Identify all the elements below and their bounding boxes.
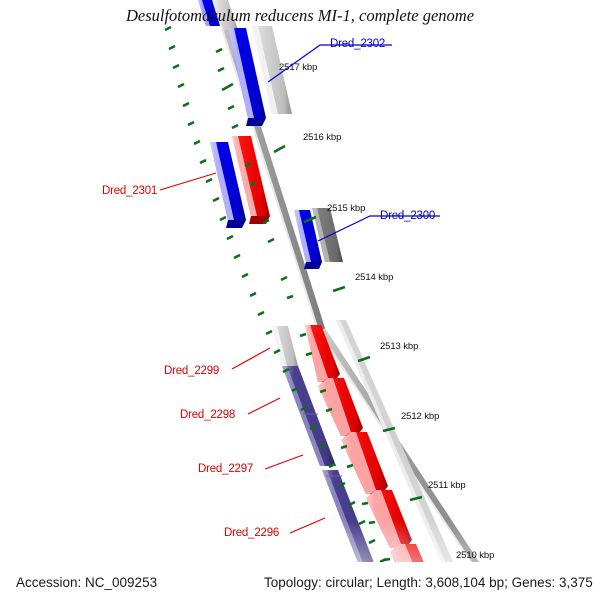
minor-tick-4: [244, 161, 252, 168]
major-tick-3: [332, 285, 346, 293]
inner-tick-13: [241, 272, 249, 279]
genome-summary-label: Topology: circular; Length: 3,608,104 bp…: [264, 575, 593, 590]
status-bar-background: [0, 562, 600, 600]
major-tick-5: [382, 426, 396, 433]
inner-tick-7: [199, 158, 207, 165]
gene-label-dred-2296[interactable]: Dred_2296: [224, 527, 279, 539]
inner-tick-1: [168, 44, 176, 51]
major-tick-4: [357, 355, 371, 363]
axis-tick-label: 2510 kbp: [456, 550, 494, 561]
minor-tick-8: [280, 275, 288, 282]
axis-tick-label: 2517 kbp: [279, 62, 317, 73]
feature-dred-2299[interactable]: [272, 326, 298, 366]
gene-label-dred-2301[interactable]: Dred_2301: [102, 185, 157, 197]
minor-tick-10: [299, 332, 307, 338]
inner-tick-11: [226, 234, 234, 241]
feature-track[interactable]: [198, 0, 470, 600]
gene-label-dred-2297[interactable]: Dred_2297: [198, 463, 253, 475]
inner-tick-0: [164, 25, 172, 32]
leader-line-dred-2296: [289, 517, 326, 534]
axis-tick-label: 2516 kbp: [303, 132, 341, 143]
minor-tick-9: [286, 294, 294, 300]
minor-tick-11: [305, 351, 313, 357]
minor-tick-7: [267, 237, 275, 244]
axis-tick-label: 2515 kbp: [327, 203, 365, 214]
major-tick-2: [303, 215, 317, 224]
inner-tick-24: [338, 481, 346, 488]
gene-leader-group: [159, 44, 440, 534]
leader-line-dred-2301: [159, 172, 217, 191]
feature-dred-2300-companion[interactable]: [312, 208, 343, 262]
inner-tick-19: [291, 386, 299, 393]
feature-dred-2298-cds[interactable]: [318, 378, 363, 436]
inner-tick-26: [358, 519, 366, 526]
inner-tick-27: [368, 538, 376, 545]
tick-label-group: 2517 kbp 2516 kbp 2515 kbp 2514 kbp 2513 kbp…: [279, 62, 494, 561]
inner-tick-20: [300, 405, 308, 412]
inner-tick-28: [379, 557, 387, 564]
major-tick-6: [409, 495, 423, 502]
backbone-highlight-upper: [212, 0, 319, 331]
major-tick-0: [221, 82, 234, 92]
accession-label: Accession: NC_009253: [16, 575, 157, 590]
major-tick-1: [273, 144, 286, 154]
minor-tick-12: [319, 388, 327, 394]
feature-dred-2302-companion[interactable]: [252, 26, 292, 114]
leader-line-dred-2298: [247, 397, 281, 415]
feature-dred-2301[interactable]: [210, 142, 246, 228]
feature-dred-2302[interactable]: [228, 28, 266, 126]
minor-tick-1: [217, 66, 225, 73]
inner-tick-14: [249, 291, 257, 298]
minor-tick-16: [361, 501, 369, 506]
leader-line-dred-2302: [267, 44, 392, 83]
axis-tick-label: 2513 kbp: [380, 341, 418, 352]
inner-tick-4: [182, 101, 190, 108]
minor-tick-0: [215, 47, 223, 54]
inner-tick-23: [328, 462, 336, 469]
gene-label-dred-2299[interactable]: Dred_2299: [164, 365, 219, 377]
gene-label-group[interactable]: Dred_2302 Dred_2301 Dred_2300 Dred_2299 Dred…: [102, 38, 435, 539]
inner-tick-16: [265, 329, 273, 336]
inner-tick-3: [177, 82, 185, 89]
feature-dred-2299-cds[interactable]: [305, 325, 340, 382]
axis-tick-label: 2514 kbp: [355, 272, 393, 283]
inner-tick-8: [205, 177, 213, 184]
inner-tick-18: [282, 367, 290, 374]
leader-line-dred-2297: [264, 454, 304, 470]
inner-tick-5: [187, 120, 195, 127]
minor-tick-15: [346, 463, 354, 469]
inner-tick-12: [233, 253, 241, 260]
feature-top-partial[interactable]: [198, 0, 220, 26]
inner-tick-10: [219, 215, 227, 222]
feature-top-partial-grey[interactable]: [214, 0, 238, 30]
gene-label-dred-2300[interactable]: Dred_2300: [380, 210, 435, 222]
inner-tick-15: [257, 310, 265, 317]
inner-tick-17: [273, 348, 281, 355]
inner-tick-25: [348, 500, 356, 507]
page-title: Desulfotomaculum reducens MI-1, complete…: [125, 6, 474, 25]
inner-tick-21: [309, 424, 317, 431]
gene-label-dred-2298[interactable]: Dred_2298: [180, 409, 235, 421]
feature-dred-2297-cds[interactable]: [341, 432, 388, 494]
gene-label-dred-2302[interactable]: Dred_2302: [330, 38, 385, 50]
minor-tick-5: [249, 180, 257, 187]
minor-tick-14: [340, 444, 348, 450]
minor-tick-2: [227, 104, 235, 111]
inner-tick-2: [172, 63, 180, 70]
minor-tick-13: [325, 407, 333, 413]
inner-tick-6: [193, 139, 201, 146]
axis-tick-label: 2511 kbp: [428, 480, 466, 491]
feature-dred-2300[interactable]: [294, 210, 322, 269]
minor-tick-6: [262, 218, 270, 225]
inner-tick-9: [212, 196, 220, 203]
minor-tick-3: [231, 123, 239, 130]
axis-tick-label: 2512 kbp: [401, 411, 439, 422]
leader-line-dred-2299: [231, 347, 271, 370]
inner-tick-22: [318, 443, 326, 450]
minor-tick-17: [368, 520, 376, 525]
leader-line-dred-2300: [317, 215, 440, 242]
